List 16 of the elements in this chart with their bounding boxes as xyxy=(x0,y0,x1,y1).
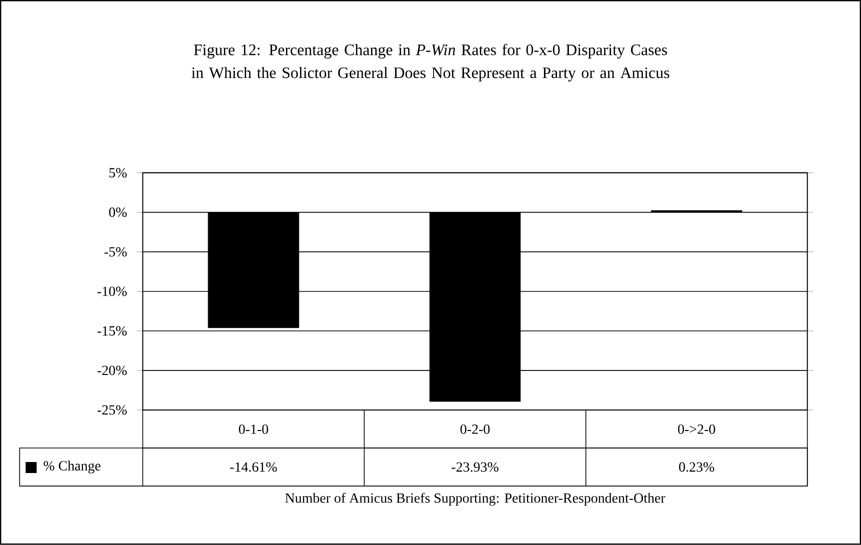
y-tick-label: -5% xyxy=(104,247,127,257)
data-label: 0.23% xyxy=(679,462,714,472)
data-label: -23.93% xyxy=(452,462,498,472)
y-tick-label: -10% xyxy=(97,286,127,296)
x-tick-label: 0-2-0 xyxy=(460,424,490,434)
y-tick-label: -25% xyxy=(97,405,127,415)
x-tick-label: 0->2-0 xyxy=(678,424,716,434)
x-axis-title: Number of Amicus Briefs Supporting: Petitioner-Respondent-Other xyxy=(285,492,666,506)
legend-label: % Change xyxy=(44,460,100,474)
y-tick-label: -20% xyxy=(97,366,127,376)
y-tick-label: -15% xyxy=(97,326,127,336)
y-tick-label: 5% xyxy=(109,168,127,178)
chart-title: Figure 12: Percentage Change in P-Win Rates for 0-x-0 Disparity Cases in Which the Solictor General Does Not Represent a Party or an Amicus xyxy=(192,44,670,82)
x-tick-label: 0-1-0 xyxy=(238,424,268,434)
data-label: -14.61% xyxy=(230,462,277,472)
y-tick-label: 0% xyxy=(109,208,127,218)
